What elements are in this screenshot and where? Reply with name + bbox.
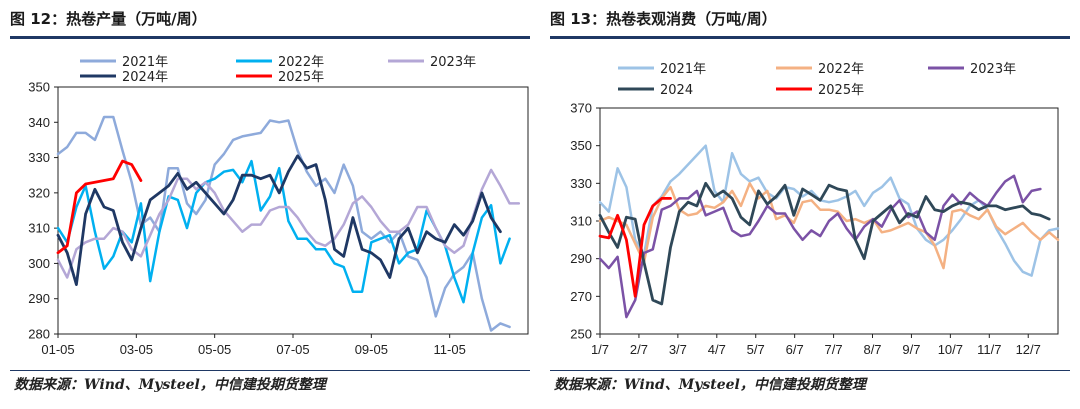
x-tick-label: 1/7 bbox=[591, 342, 609, 357]
source-divider bbox=[550, 370, 1070, 371]
x-tick-label: 01-05 bbox=[41, 342, 74, 357]
title-divider bbox=[550, 36, 1070, 39]
legend-label: 2025年 bbox=[818, 83, 864, 98]
x-tick-label: 10/7 bbox=[938, 342, 963, 357]
y-tick-label: 280 bbox=[28, 327, 50, 342]
legend-label: 2023年 bbox=[430, 55, 476, 70]
y-tick-label: 350 bbox=[570, 138, 592, 153]
legend-label: 2023年 bbox=[970, 62, 1016, 77]
source-note: 数据来源：Wind、Mysteel，中信建投期货整理 bbox=[554, 377, 866, 393]
x-tick-label: 05-05 bbox=[198, 342, 231, 357]
x-tick-label: 11-05 bbox=[434, 342, 466, 357]
legend-label: 2021年 bbox=[660, 62, 706, 77]
x-tick-label: 9/7 bbox=[902, 342, 920, 357]
x-tick-label: 03-05 bbox=[120, 342, 153, 357]
x-tick-label: 07-05 bbox=[276, 342, 309, 357]
series-line-2024 bbox=[56, 154, 502, 287]
series-line-2021 bbox=[56, 115, 511, 332]
chart-title: 图 12：热卷产量（万吨/周） bbox=[10, 10, 207, 28]
legend-label: 2024 bbox=[660, 83, 693, 98]
x-tick-label: 2/7 bbox=[630, 342, 648, 357]
chart-title: 图 13：热卷表观消费（万吨/周） bbox=[550, 10, 777, 28]
x-tick-label: 09-05 bbox=[355, 342, 388, 357]
consumption-line-chart: 250 270 290 310 330 350 370 1/7 2/7 3/7 4/7 5/7 6/7 7… bbox=[570, 62, 1060, 357]
source-note: 数据来源：Wind、Mysteel，中信建投期货整理 bbox=[14, 377, 326, 393]
y-tick-label: 270 bbox=[570, 289, 592, 304]
series-line-2025 bbox=[56, 159, 143, 255]
x-tick-label: 8/7 bbox=[863, 342, 881, 357]
series-line-2024 bbox=[598, 181, 1051, 306]
y-tick-label: 310 bbox=[570, 214, 592, 229]
legend-label: 2025年 bbox=[278, 70, 324, 85]
y-tick-label: 290 bbox=[28, 291, 50, 306]
x-tick-label: 3/7 bbox=[669, 342, 687, 357]
series-line-2025 bbox=[598, 196, 672, 298]
chart-panel-production: 图 12：热卷产量（万吨/周） 280 290 300 310 320 330 340 350… bbox=[10, 10, 530, 393]
y-tick-label: 250 bbox=[570, 327, 592, 342]
y-tick-label: 290 bbox=[570, 251, 592, 266]
source-divider bbox=[10, 370, 530, 371]
y-tick-label: 330 bbox=[28, 150, 50, 165]
legend-label: 2024年 bbox=[122, 70, 168, 85]
x-tick-label: 12/7 bbox=[1016, 342, 1041, 357]
y-tick-label: 350 bbox=[28, 80, 50, 95]
legend-label: 2022年 bbox=[278, 55, 324, 70]
x-tick-label: 6/7 bbox=[786, 342, 804, 357]
title-divider bbox=[10, 36, 530, 39]
legend-label: 2022年 bbox=[818, 62, 864, 77]
x-tick-label: 5/7 bbox=[747, 342, 765, 357]
x-tick-label: 4/7 bbox=[708, 342, 726, 357]
production-line-chart: 280 290 300 310 320 330 340 350 01-05 03-05 05-05 0… bbox=[28, 55, 529, 357]
y-tick-label: 310 bbox=[28, 221, 50, 236]
x-tick-label: 11/7 bbox=[977, 342, 1001, 357]
x-tick-label: 7/7 bbox=[825, 342, 843, 357]
series-line-2023 bbox=[598, 174, 1042, 319]
y-tick-label: 320 bbox=[28, 185, 50, 200]
chart-panel-consumption: 图 13：热卷表观消费（万吨/周） 250 270 290 310 330 350 370 1… bbox=[540, 0, 1080, 409]
legend-label: 2021年 bbox=[122, 55, 168, 70]
y-tick-label: 340 bbox=[28, 115, 50, 130]
y-tick-label: 370 bbox=[570, 101, 592, 116]
y-tick-label: 300 bbox=[28, 256, 50, 271]
y-tick-label: 330 bbox=[570, 176, 592, 191]
